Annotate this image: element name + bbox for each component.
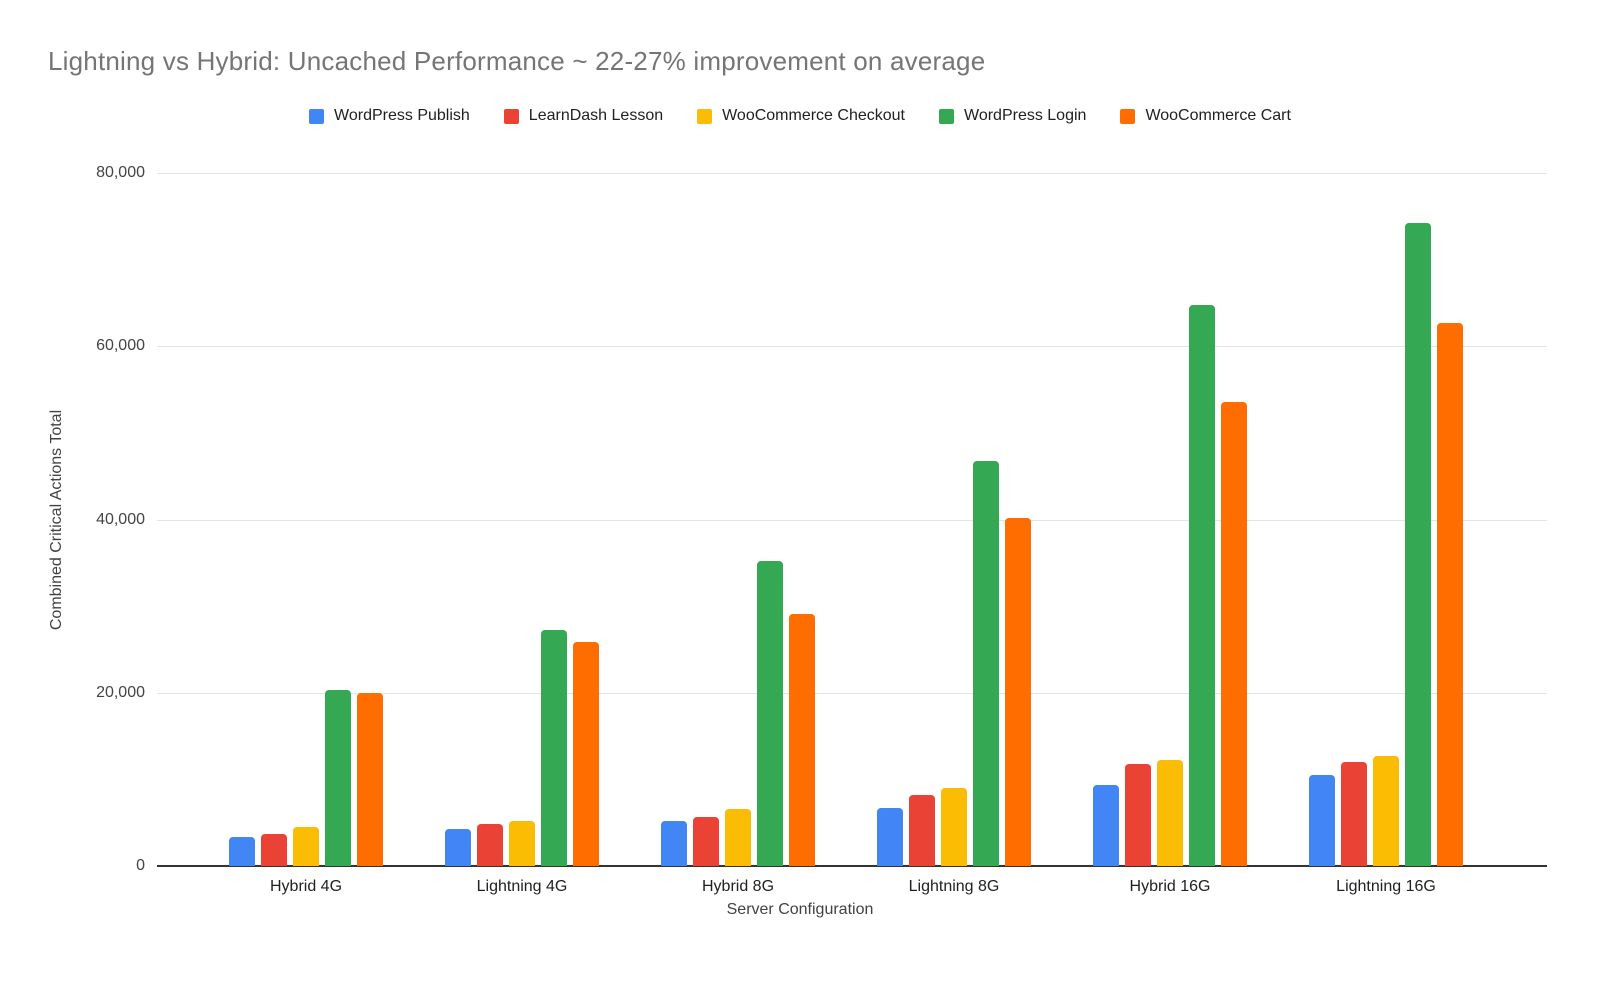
x-category-label: Hybrid 16G xyxy=(1129,878,1211,895)
bar-hybrid-4g-s2 xyxy=(293,827,319,866)
bar-lightning-8g-s1 xyxy=(909,795,935,866)
y-tick-label: 20,000 xyxy=(96,683,145,701)
gridline xyxy=(157,519,1547,521)
bar-hybrid-8g-s2 xyxy=(725,809,751,866)
bar-hybrid-8g-s3 xyxy=(757,561,783,866)
x-category-label: Lightning 8G xyxy=(908,878,1000,895)
legend-item-2: WooCommerce Checkout xyxy=(697,107,905,125)
y-axis-title: Combined Critical Actions Total xyxy=(48,409,65,631)
legend-label: WordPress Login xyxy=(964,107,1087,124)
bar-lightning-8g-s2 xyxy=(941,788,967,866)
legend-item-0: WordPress Publish xyxy=(309,107,470,125)
x-category-label: Lightning 16G xyxy=(1336,878,1436,895)
y-tick-label: 60,000 xyxy=(96,337,145,355)
bar-lightning-8g-s0 xyxy=(877,808,903,866)
bar-hybrid-8g-s4 xyxy=(789,614,815,866)
legend-swatch-icon xyxy=(939,108,954,124)
bar-lightning-8g-s4 xyxy=(1005,518,1031,866)
bar-hybrid-4g-s4 xyxy=(357,693,383,866)
bar-lightning-16g-s0 xyxy=(1309,775,1335,866)
x-category-label: Lightning 4G xyxy=(476,878,568,895)
bar-hybrid-16g-s3 xyxy=(1189,305,1215,866)
bar-lightning-16g-s3 xyxy=(1405,223,1431,866)
chart-title: Lightning vs Hybrid: Uncached Performanc… xyxy=(48,46,986,76)
bar-lightning-4g-s3 xyxy=(541,630,567,866)
x-axis-line xyxy=(157,865,1547,867)
bar-hybrid-4g-s1 xyxy=(261,834,287,866)
legend-item-4: WooCommerce Cart xyxy=(1120,107,1291,125)
y-tick-label: 40,000 xyxy=(96,510,145,528)
bar-hybrid-16g-s1 xyxy=(1125,764,1151,866)
x-category-label: Hybrid 8G xyxy=(701,878,775,895)
bar-hybrid-4g-s0 xyxy=(229,837,255,866)
bar-hybrid-4g-s3 xyxy=(325,690,351,866)
legend-item-3: WordPress Login xyxy=(939,107,1086,125)
bar-hybrid-8g-s1 xyxy=(693,817,719,866)
legend: WordPress Publish LearnDash Lesson WooComm… xyxy=(0,107,1600,125)
legend-swatch-icon xyxy=(503,108,519,124)
bar-hybrid-16g-s0 xyxy=(1093,785,1119,866)
legend-label: WooCommerce Cart xyxy=(1145,107,1291,124)
bar-lightning-8g-s3 xyxy=(973,461,999,866)
bar-hybrid-8g-s0 xyxy=(661,821,687,866)
bar-hybrid-16g-s2 xyxy=(1157,760,1183,866)
gridline xyxy=(157,346,1547,348)
legend-swatch-icon xyxy=(309,108,325,124)
gridline xyxy=(157,173,1547,174)
y-tick-label: 80,000 xyxy=(96,164,145,181)
bar-lightning-4g-s0 xyxy=(445,829,471,866)
x-category-label: Hybrid 4G xyxy=(269,878,343,895)
bar-lightning-4g-s2 xyxy=(509,821,535,866)
x-axis-title: Server Configuration xyxy=(726,901,874,918)
legend-label: WooCommerce Checkout xyxy=(722,107,905,124)
gridline xyxy=(157,692,1547,694)
bar-lightning-16g-s1 xyxy=(1341,762,1367,866)
legend-item-1: LearnDash Lesson xyxy=(503,107,664,125)
legend-swatch-icon xyxy=(697,108,713,124)
legend-label: LearnDash Lesson xyxy=(528,107,664,124)
y-tick-label: 0 xyxy=(136,857,145,874)
bar-lightning-4g-s4 xyxy=(573,642,599,866)
legend-label: WordPress Publish xyxy=(334,107,470,124)
bar-lightning-4g-s1 xyxy=(477,824,503,866)
bar-hybrid-16g-s4 xyxy=(1221,402,1247,866)
bar-lightning-16g-s2 xyxy=(1373,756,1399,866)
bar-lightning-16g-s4 xyxy=(1437,323,1463,866)
legend-swatch-icon xyxy=(1120,108,1136,124)
